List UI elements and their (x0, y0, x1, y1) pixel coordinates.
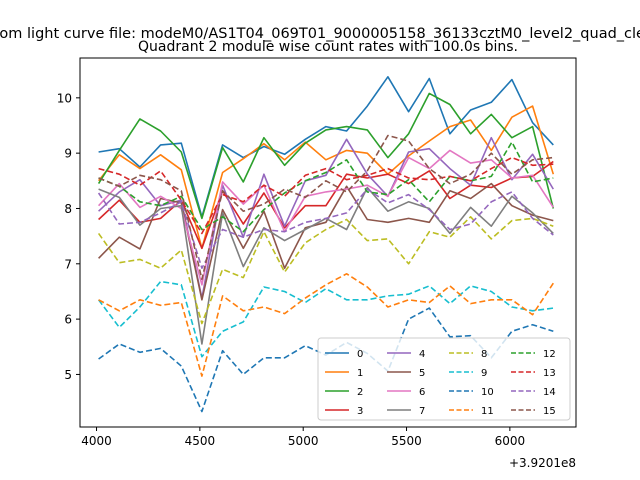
y-tick-label: 7 (64, 257, 72, 271)
series-line-0 (98, 76, 554, 218)
series-line-9 (97, 280, 554, 358)
y-tick-label: 10 (57, 91, 72, 105)
x-tick-label: 6000 (495, 434, 526, 448)
legend-label-14: 14 (543, 387, 556, 398)
figure-suptitle: Plots from light curve file: modeM0/AS1T… (0, 26, 640, 42)
series-line-6 (98, 149, 554, 286)
legend-label-8: 8 (481, 349, 487, 360)
series-line-13 (98, 156, 554, 235)
x-tick-label: 4500 (185, 434, 216, 448)
legend-label-7: 7 (419, 406, 425, 417)
legend-label-0: 0 (357, 349, 363, 360)
chart-title: Quadrant 2 module wise count rates with … (138, 39, 518, 55)
legend-label-12: 12 (543, 349, 556, 360)
series-line-12 (98, 141, 554, 233)
legend-label-1: 1 (357, 368, 363, 379)
legend-label-9: 9 (481, 368, 487, 379)
legend-frame (317, 337, 571, 421)
legend-label-10: 10 (481, 387, 494, 398)
x-tick-label: 5500 (391, 434, 422, 448)
legend-label-11: 11 (481, 406, 494, 417)
legend-label-4: 4 (419, 349, 425, 360)
legend-label-13: 13 (543, 368, 556, 379)
series-line-7 (98, 186, 554, 345)
series-line-2 (97, 92, 555, 220)
legend-label-15: 15 (543, 406, 556, 417)
y-axis: 5 6 7 8 9 10 (57, 91, 80, 382)
y-tick-label: 8 (64, 202, 72, 216)
legend-label-2: 2 (357, 387, 363, 398)
legend-label-6: 6 (419, 387, 425, 398)
series-line-11 (98, 272, 554, 377)
x-tick-label: 5000 (288, 434, 319, 448)
y-tick-label: 9 (64, 147, 72, 161)
legend-label-3: 3 (357, 406, 363, 417)
x-axis-offset-label: +3.9201e8 (509, 456, 576, 470)
legend-label-5: 5 (419, 368, 425, 379)
series-line-15 (98, 134, 554, 281)
series-line-8 (97, 216, 554, 325)
y-tick-label: 5 (64, 368, 72, 382)
x-tick-label: 4000 (81, 434, 112, 448)
series-line-1 (97, 105, 555, 250)
axes-frame (79, 57, 577, 428)
series-line-5 (98, 182, 554, 301)
series-layer (97, 76, 555, 413)
y-tick-label: 6 (64, 313, 72, 327)
series-line-14 (97, 188, 554, 270)
x-axis: 4000 4500 5000 5500 6000 (81, 427, 525, 448)
